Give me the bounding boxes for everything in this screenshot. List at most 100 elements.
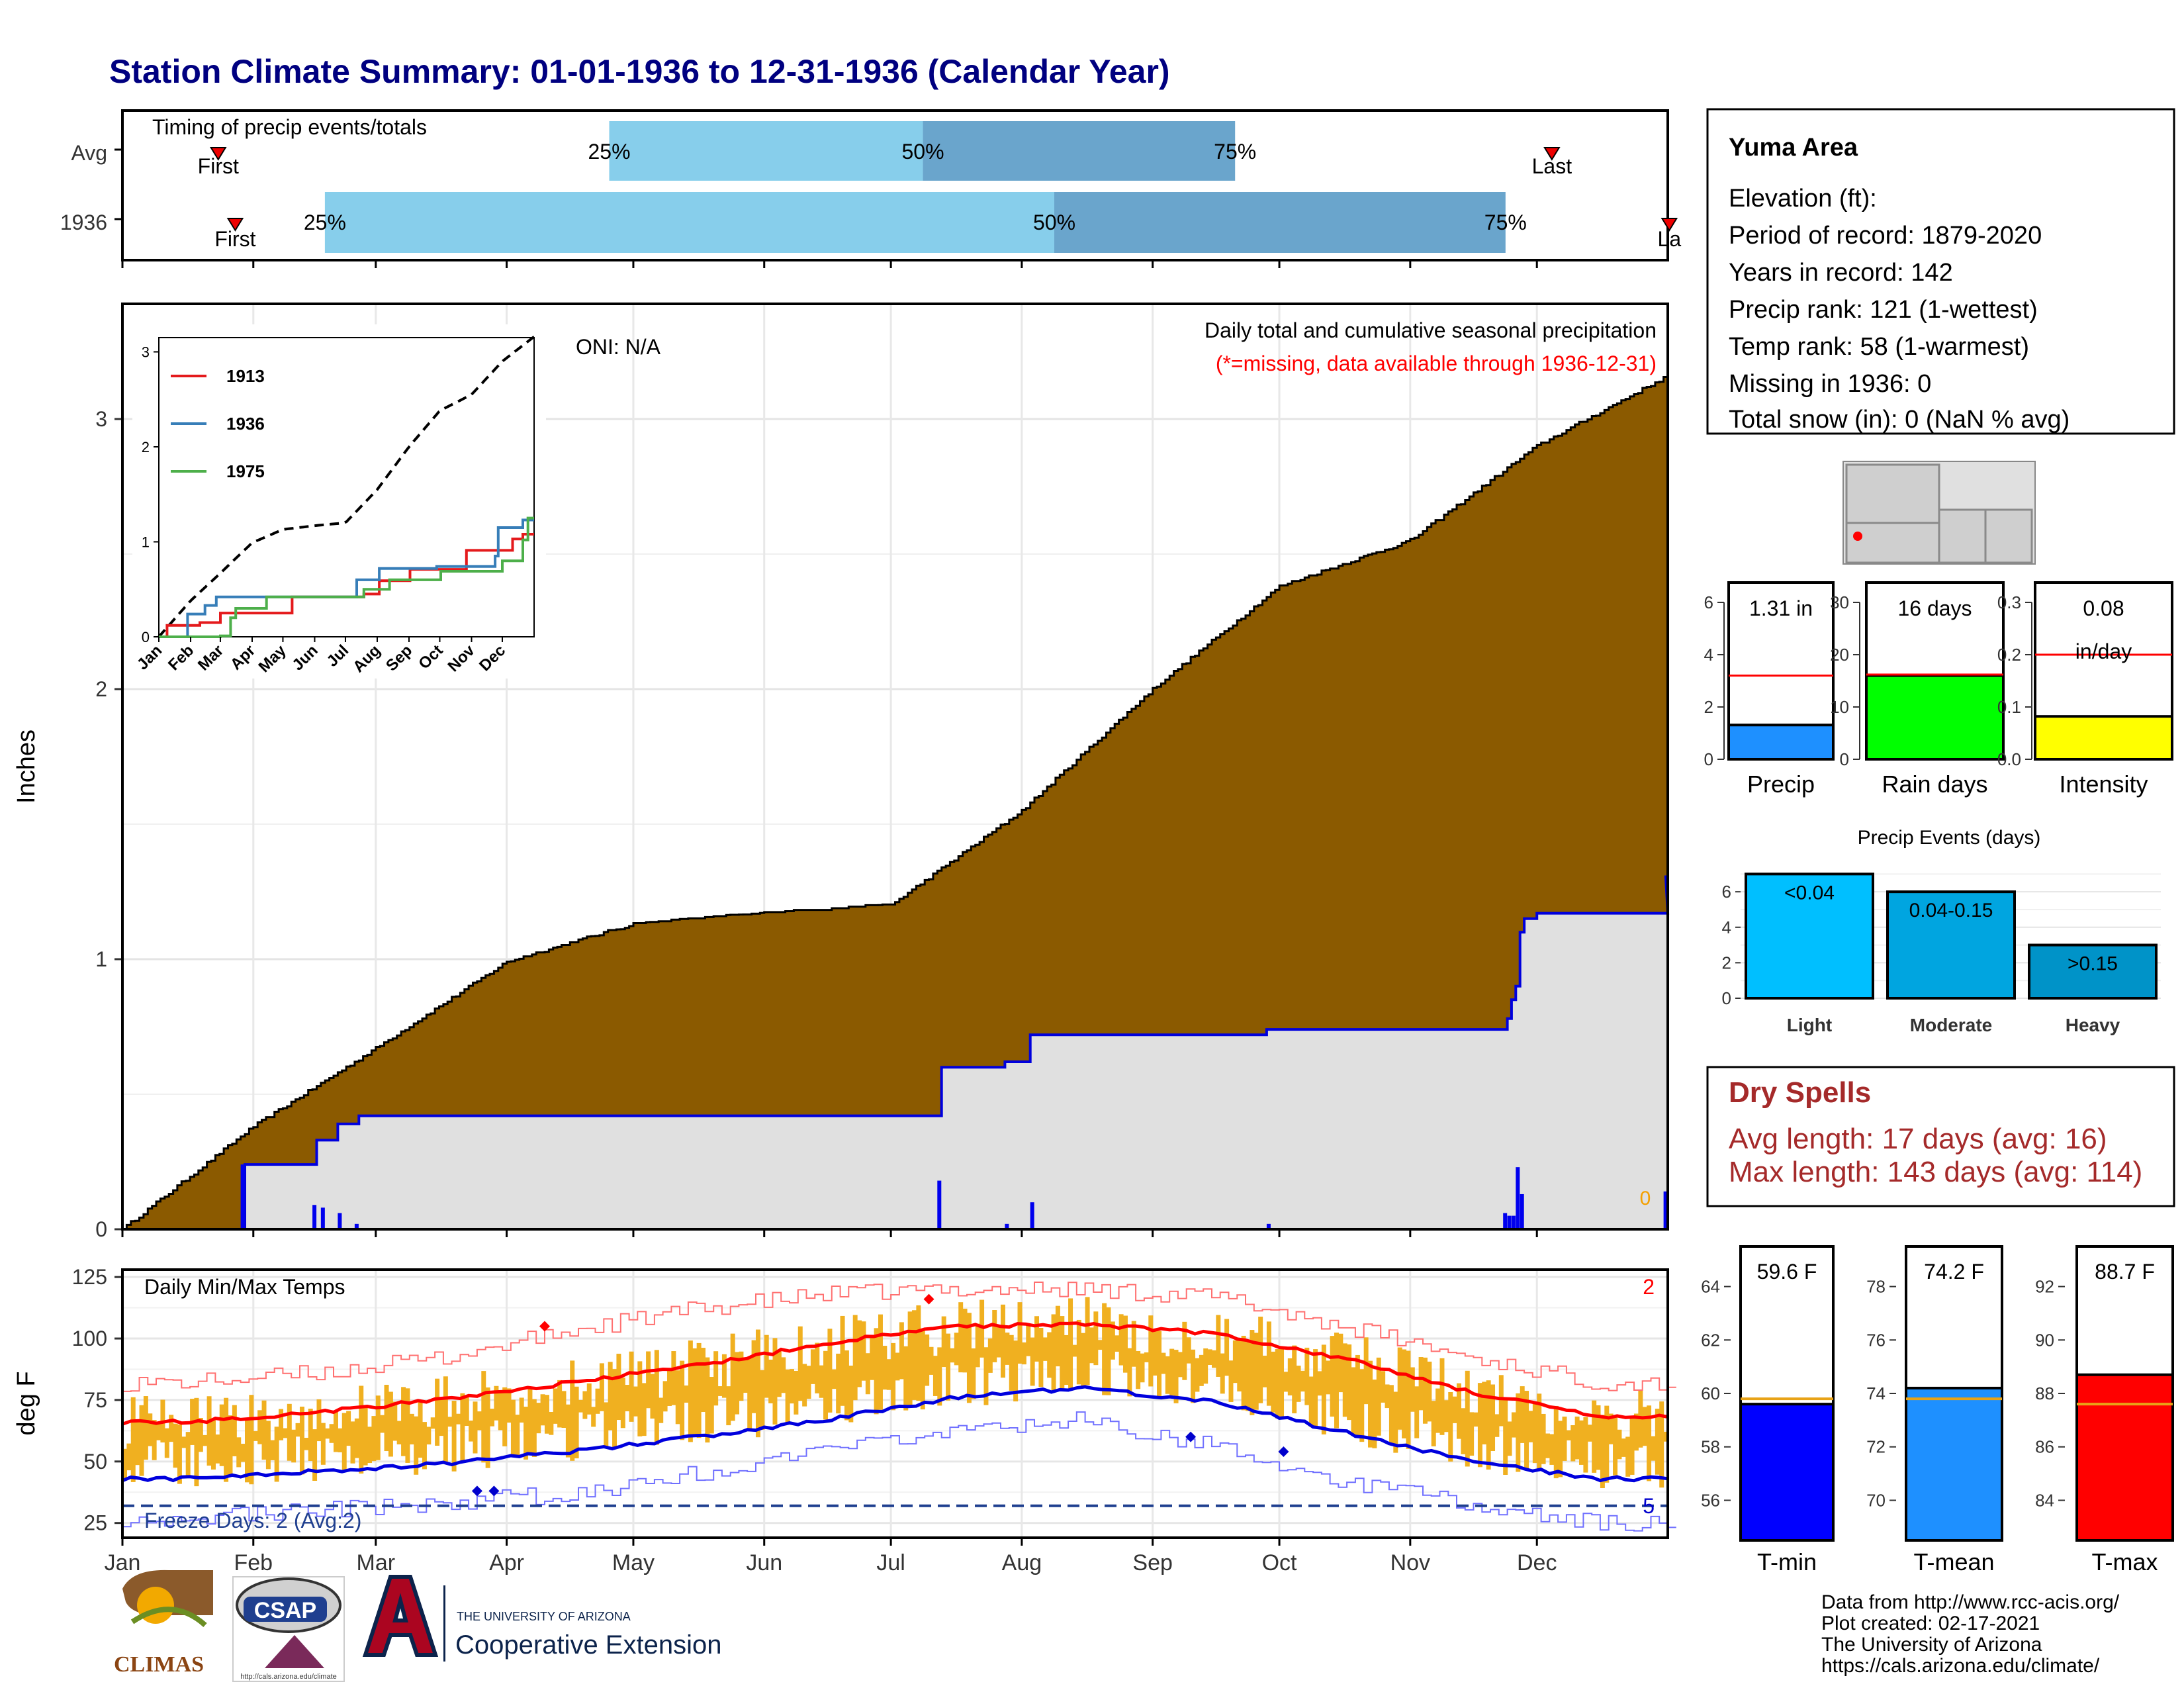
daily-temp-bar — [1659, 1401, 1664, 1488]
month-tick-label: Nov — [1390, 1550, 1430, 1575]
daily-temp-bar — [743, 1357, 748, 1393]
daily-temp-bar — [380, 1415, 385, 1433]
daily-temp-bar — [823, 1350, 829, 1420]
timing-last-label: La — [1658, 227, 1682, 251]
daily-temp-bar — [265, 1421, 271, 1470]
daily-temp-bar — [1220, 1353, 1225, 1394]
daily-temp-bar — [1494, 1414, 1500, 1437]
daily-temp-bar — [1587, 1425, 1592, 1442]
daily-temp-bar — [1060, 1316, 1065, 1391]
daily-temp-bar — [565, 1404, 570, 1458]
temperature-y-tick-label: 25 — [83, 1511, 107, 1535]
daily-temp-bar — [198, 1418, 203, 1452]
ua-logo-a — [362, 1575, 439, 1657]
temp-bar-tick-label: 78 — [1866, 1277, 1886, 1297]
daily-temp-bar — [1152, 1331, 1158, 1376]
daily-temp-bar — [418, 1401, 423, 1458]
events-category-label: Light — [1787, 1015, 1832, 1035]
station-line: Total snow (in): 0 (NaN % avg) — [1729, 406, 2070, 434]
daily-temp-bar — [350, 1421, 355, 1464]
daily-temp-bar — [485, 1387, 490, 1468]
daily-temp-bar — [1406, 1350, 1411, 1449]
events-title: Precip Events (days) — [1858, 827, 2041, 849]
timing-first-marker — [209, 147, 227, 161]
daily-temp-bar — [130, 1397, 136, 1482]
daily-temp-bar — [1321, 1344, 1326, 1434]
daily-temp-bar — [451, 1401, 457, 1472]
station-info-box: Yuma Area Elevation (ft): Period of reco… — [1706, 108, 2175, 435]
daily-temp-bar — [279, 1409, 284, 1440]
footer-line: Data from http://www.rcc-acis.org/ — [1821, 1591, 2120, 1613]
temperature-frame — [121, 1268, 1669, 1539]
precip-panel: 0 1 2 3 Inches ONI: N/A Daily total and cum… — [13, 303, 1670, 1241]
daily-temp-bar — [210, 1419, 216, 1470]
ua-big-text: Cooperative Extension — [455, 1630, 721, 1660]
daily-precip-bar — [1663, 1191, 1668, 1229]
daily-temp-bar — [1486, 1380, 1491, 1470]
timing-p25-label: 25% — [588, 140, 631, 164]
daily-temp-bar — [527, 1387, 533, 1454]
inset-y-tick-label: 0 — [142, 629, 150, 645]
temp-bar-tick-label: 56 — [1701, 1490, 1720, 1510]
daily-temp-bar — [979, 1299, 985, 1358]
daily-temp-bar — [409, 1413, 414, 1445]
month-tick-label: Jul — [876, 1550, 905, 1575]
daily-temp-bar — [1596, 1405, 1601, 1470]
daily-temp-bar — [705, 1357, 710, 1443]
daily-temp-bar — [1000, 1304, 1005, 1378]
daily-temp-bar — [557, 1380, 563, 1428]
daily-temp-bar — [1439, 1358, 1445, 1435]
daily-temp-bar — [1047, 1332, 1052, 1378]
inset-legend-label: 1913 — [226, 366, 265, 386]
daily-temp-bar — [810, 1349, 815, 1384]
daily-temp-bar — [245, 1420, 250, 1483]
timing-p75-label: 75% — [1214, 140, 1256, 164]
daily-temp-bar — [1338, 1333, 1343, 1393]
daily-temp-bar — [650, 1374, 655, 1419]
daily-temp-bar — [1224, 1319, 1230, 1376]
daily-precip-bar — [1503, 1213, 1508, 1229]
daily-temp-bar — [1304, 1347, 1310, 1405]
daily-temp-bar — [1461, 1408, 1466, 1454]
daily-temp-bar — [447, 1417, 453, 1427]
daily-temp-bar — [662, 1381, 668, 1412]
daily-temp-bar — [950, 1348, 955, 1363]
daily-temp-bar — [1317, 1371, 1322, 1396]
station-line: Period of record: 1879-2020 — [1729, 222, 2042, 250]
daily-temp-bar — [713, 1351, 719, 1406]
month-tick-label: Feb — [234, 1550, 273, 1575]
daily-temp-bar — [439, 1397, 444, 1436]
daily-temp-bar — [903, 1346, 909, 1411]
temp-bar-value — [1905, 1386, 2003, 1542]
daily-temp-bar — [375, 1395, 381, 1460]
daily-temp-bar — [604, 1402, 609, 1447]
daily-temp-bar — [654, 1350, 659, 1445]
temp-bar-value-label: 88.7 F — [2095, 1260, 2155, 1284]
daily-temp-bar — [236, 1437, 242, 1468]
daily-temp-bar — [1191, 1349, 1196, 1403]
daily-temp-bar — [1507, 1421, 1512, 1456]
daily-temp-bar — [1663, 1431, 1668, 1442]
events-y-tick-label: 0 — [1722, 988, 1731, 1008]
csap-logo-url: http://cals.arizona.edu/climate — [240, 1673, 337, 1681]
daily-temp-bar — [806, 1366, 811, 1399]
daily-temp-bar — [1532, 1403, 1537, 1464]
average-cumulative-precip-area — [122, 376, 1669, 1231]
daily-temp-bar — [469, 1421, 474, 1442]
daily-temp-bar — [308, 1409, 313, 1462]
dry-spells-avg: Avg length: 17 days (avg: 16) — [1729, 1123, 2107, 1155]
temp-bar-tick-label: 90 — [2035, 1330, 2054, 1350]
daily-temp-bar — [274, 1427, 279, 1482]
daily-temp-bar — [586, 1383, 592, 1415]
daily-temp-bar — [1574, 1416, 1580, 1460]
daily-temp-bar — [1042, 1337, 1048, 1361]
temperature-y-tick-label: 125 — [72, 1265, 107, 1289]
daily-temp-bar — [435, 1378, 440, 1446]
daily-temp-bar — [341, 1413, 347, 1472]
station-line: Precip rank: 121 (1-wettest) — [1729, 296, 2038, 324]
daily-temp-bar — [1642, 1407, 1647, 1446]
timing-p25-label: 25% — [304, 211, 346, 234]
daily-temp-bar — [1232, 1340, 1238, 1383]
daily-temp-bar — [983, 1347, 989, 1405]
daily-temp-bar — [1397, 1347, 1402, 1430]
